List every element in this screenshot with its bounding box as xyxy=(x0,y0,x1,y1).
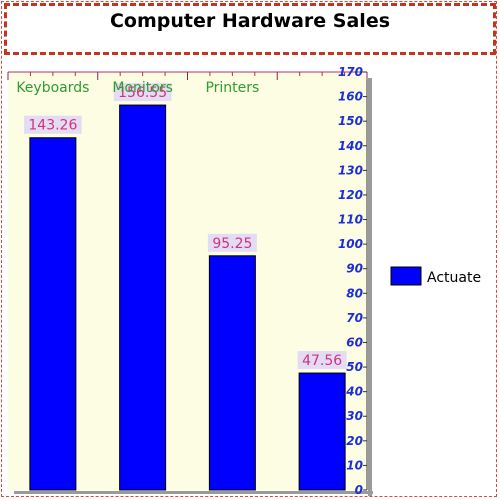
category-label: Printers xyxy=(205,80,259,96)
title-box: Computer Hardware Sales xyxy=(4,3,496,55)
y-tick-label: 100 xyxy=(338,237,363,251)
plot-shadow xyxy=(368,78,372,496)
y-tick-label: 80 xyxy=(346,286,363,300)
y-tick-label: 10 xyxy=(346,458,363,472)
y-tick-label: 150 xyxy=(338,114,363,128)
y-tick-label: 160 xyxy=(338,90,363,104)
legend: Actuate xyxy=(390,266,481,286)
bar xyxy=(298,372,346,491)
y-tick-label: 140 xyxy=(338,139,363,153)
y-tick-label: 170 xyxy=(338,65,363,79)
y-tick-label: 110 xyxy=(338,213,363,227)
y-tick-label: 40 xyxy=(345,385,363,399)
bars-group xyxy=(29,104,346,491)
y-tick-label: 20 xyxy=(346,434,363,448)
plot-shadow xyxy=(14,491,373,494)
data-label: 143.26 xyxy=(28,118,77,134)
category-labels-group: Keyboards Monitors Printers xyxy=(16,80,259,96)
data-label-background xyxy=(24,115,82,134)
bar xyxy=(208,255,256,491)
y-tick-label: 50 xyxy=(346,360,363,374)
x-axis-ticks xyxy=(7,72,368,80)
y-tick-label: 90 xyxy=(346,262,363,276)
bar xyxy=(29,137,77,491)
y-tick-label: 60 xyxy=(346,335,363,349)
y-axis-ticks: 0 10 20 30 40 50 60 70 80 90 100 110 120 130 140 150 160… xyxy=(338,65,367,497)
data-label-background xyxy=(113,83,172,102)
y-tick-label: 130 xyxy=(338,163,363,177)
data-label-background xyxy=(207,233,257,252)
bar xyxy=(119,104,167,491)
y-tick-label: 70 xyxy=(346,311,363,325)
legend-swatch xyxy=(390,266,422,286)
data-labels-group: 143.26 156.55 95.25 47.56 xyxy=(24,83,347,370)
data-label: 156.55 xyxy=(118,85,167,101)
category-label: Monitors xyxy=(112,80,173,96)
y-tick-label: 120 xyxy=(338,188,363,202)
data-label: 47.56 xyxy=(302,353,342,369)
category-label: Keyboards xyxy=(16,80,89,96)
y-tick-label: 0 xyxy=(355,483,363,497)
chart-title: Computer Hardware Sales xyxy=(109,10,391,32)
data-label-background xyxy=(297,351,347,370)
y-tick-label: 30 xyxy=(346,409,363,423)
data-label: 95.25 xyxy=(212,236,252,252)
legend-label: Actuate xyxy=(427,270,481,286)
